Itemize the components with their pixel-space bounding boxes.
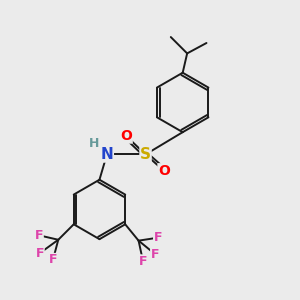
Text: H: H: [89, 137, 100, 150]
Text: F: F: [36, 247, 44, 260]
Text: F: F: [49, 254, 57, 266]
Text: F: F: [35, 229, 43, 242]
Text: F: F: [139, 255, 147, 268]
Text: F: F: [154, 231, 162, 244]
Text: S: S: [140, 147, 151, 162]
Text: F: F: [151, 248, 159, 260]
Text: O: O: [120, 129, 132, 143]
Text: O: O: [158, 164, 170, 178]
Text: N: N: [100, 147, 113, 162]
